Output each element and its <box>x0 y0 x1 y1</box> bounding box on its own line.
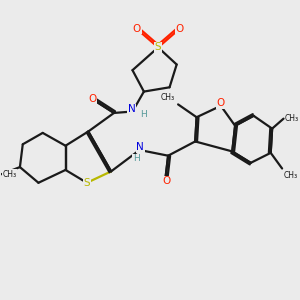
Text: N: N <box>136 142 144 152</box>
Text: CH₃: CH₃ <box>284 171 298 180</box>
Text: O: O <box>163 176 171 186</box>
Text: CH₃: CH₃ <box>3 170 17 179</box>
Text: CH₃: CH₃ <box>285 114 299 123</box>
Text: O: O <box>176 24 184 34</box>
Text: N: N <box>128 104 136 114</box>
Text: CH₃: CH₃ <box>161 92 175 101</box>
Text: O: O <box>133 24 141 34</box>
Text: H: H <box>133 154 140 163</box>
Text: H: H <box>140 110 147 119</box>
Text: S: S <box>155 42 161 52</box>
Text: O: O <box>88 94 97 104</box>
Text: O: O <box>217 98 225 108</box>
Text: S: S <box>84 178 90 188</box>
